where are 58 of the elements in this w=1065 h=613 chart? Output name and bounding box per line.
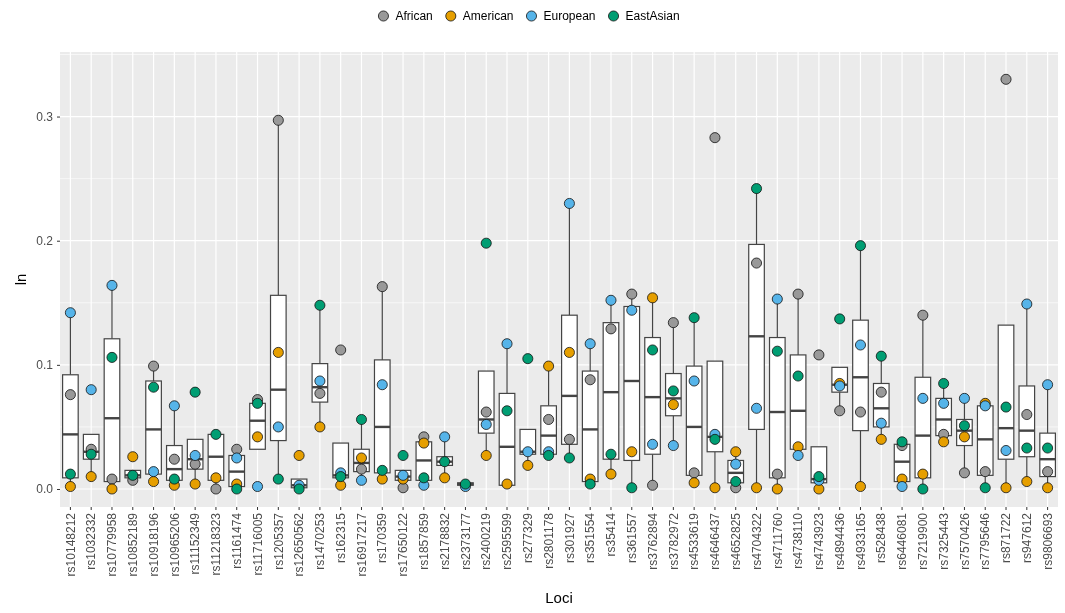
x-tick-label: rs351554 bbox=[583, 512, 598, 564]
x-tick-label: rs1161474 bbox=[229, 512, 244, 569]
x-tick-label: rs2373177 bbox=[458, 512, 473, 570]
x-tick-label: rs3782972 bbox=[666, 512, 681, 570]
x-tick-label: rs4533619 bbox=[687, 512, 702, 570]
x-tick-label: rs2178832 bbox=[437, 512, 452, 570]
x-tick-label: rs7570426 bbox=[957, 512, 972, 570]
x-tick-label: rs4646437 bbox=[708, 512, 723, 570]
x-tick-label: rs7325443 bbox=[936, 512, 951, 570]
y-tick-label: 0.2 bbox=[36, 234, 54, 249]
legend-label: American bbox=[462, 9, 514, 24]
x-tick-label: rs11218323 bbox=[209, 512, 224, 576]
x-tick-label: rs9806693 bbox=[1040, 512, 1055, 570]
y-tick-label: 0.0 bbox=[36, 482, 54, 497]
x-tick-label: rs10918196 bbox=[146, 512, 161, 577]
x-tick-label: rs2801178 bbox=[541, 512, 556, 569]
x-tick-label: rs17650122 bbox=[396, 512, 411, 577]
x-tick-label: rs301927 bbox=[562, 512, 577, 564]
x-tick-label: rs2400219 bbox=[479, 512, 494, 570]
x-tick-label: rs35414 bbox=[604, 512, 619, 557]
x-axis-title: Loci bbox=[545, 589, 573, 606]
x-tick-label: rs4894436 bbox=[832, 512, 847, 570]
x-tick-label: rs4652825 bbox=[728, 512, 743, 570]
x-tick-label: rs162315 bbox=[333, 512, 348, 564]
x-tick-label: rs1032332 bbox=[84, 512, 99, 570]
x-tick-label: rs277329 bbox=[521, 512, 536, 564]
x-tick-label: rs10852189 bbox=[125, 512, 140, 577]
x-tick-label: rs1857859 bbox=[417, 512, 432, 570]
x-tick-label: rs871722 bbox=[999, 512, 1014, 564]
y-tick-label: 0.1 bbox=[36, 358, 54, 373]
x-tick-label: rs6446081 bbox=[895, 512, 910, 570]
x-tick-label: rs4738110 bbox=[791, 512, 806, 569]
x-tick-label: rs12650562 bbox=[292, 512, 307, 577]
x-tick-label: rs10779958 bbox=[105, 512, 120, 577]
x-tick-label: rs3762894 bbox=[645, 512, 660, 570]
x-tick-label: rs1470253 bbox=[313, 512, 328, 570]
x-tick-label: rs170359 bbox=[375, 512, 390, 564]
x-tick-label: rs4704322 bbox=[749, 512, 764, 570]
x-tick-label: rs4933165 bbox=[853, 512, 868, 570]
x-tick-label: rs947612 bbox=[1020, 512, 1035, 564]
x-tick-label: rs10965206 bbox=[167, 512, 182, 577]
x-tick-label: rs11716005 bbox=[250, 512, 265, 576]
x-tick-label: rs4711760 bbox=[770, 512, 785, 569]
x-tick-label: rs7795646 bbox=[978, 512, 993, 570]
x-tick-label: rs361557 bbox=[624, 512, 639, 564]
x-tick-label: rs7219900 bbox=[916, 512, 931, 570]
x-tick-label: rs528438 bbox=[874, 512, 889, 564]
y-tick-label: 0.3 bbox=[36, 109, 54, 124]
x-tick-label: rs16917217 bbox=[354, 512, 369, 577]
x-tick-label: rs11152349 bbox=[188, 512, 203, 575]
x-tick-label: rs10148212 bbox=[63, 512, 78, 577]
x-tick-label: rs2595599 bbox=[500, 512, 515, 570]
x-tick-label: rs1205357 bbox=[271, 512, 286, 570]
x-tick-label: rs4743923 bbox=[812, 512, 827, 570]
legend-label: EastAsian bbox=[625, 9, 680, 24]
y-axis-title: ln bbox=[12, 273, 29, 286]
legend-label: African bbox=[395, 9, 433, 24]
legend-label: European bbox=[543, 9, 596, 24]
